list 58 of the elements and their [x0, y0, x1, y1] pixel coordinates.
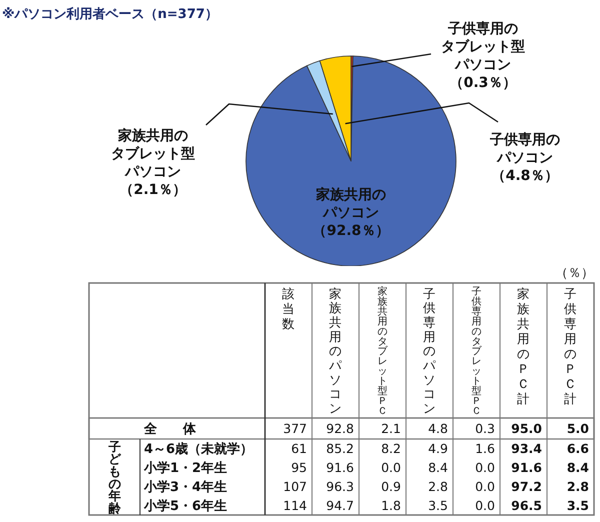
x-tick-label: 該当数: [282, 286, 295, 332]
data-label: 2.8: [428, 479, 448, 494]
data-label: 107: [283, 479, 307, 494]
data-label: 4.9: [428, 441, 448, 456]
data-label: 6.6: [566, 441, 590, 456]
data-label: 85.2: [326, 441, 354, 456]
data-label: 0.0: [381, 460, 402, 475]
data-label: 8.2: [381, 441, 401, 456]
data-label: 0.9: [381, 479, 402, 494]
data-label: 3.5: [428, 498, 448, 513]
x-tick-label: 子供専用のＰＣ計: [564, 286, 577, 406]
data-label: 1.6: [475, 441, 496, 456]
text: （％）: [555, 266, 594, 281]
data-label: 96.5: [511, 498, 542, 513]
data-label: 0.3: [475, 421, 495, 436]
data-label: 2.1: [381, 421, 401, 436]
category-label: 子供専用のタブレット型ＰＣ: [472, 286, 482, 417]
data-label: （4.8％）: [492, 168, 558, 184]
data-label: 8.4: [428, 460, 448, 475]
data-label: 91.6: [511, 460, 542, 475]
y-axis-title: 子どもの年齢: [108, 440, 122, 516]
data-label: 377: [283, 421, 307, 436]
slice-label: 家族共用のタブレット型パソコン: [111, 127, 195, 180]
data-label: 4.8: [428, 421, 448, 436]
data-label: 93.4: [511, 441, 542, 456]
data-label: 95: [291, 460, 307, 475]
data-label: 5.0: [566, 421, 590, 436]
y-tick-label: 小学3・4年生: [143, 480, 228, 495]
data-label: 1.8: [381, 498, 402, 513]
data-label: 8.4: [566, 460, 590, 475]
data-label: 3.5: [566, 498, 589, 513]
data-label: 0.0: [475, 479, 496, 494]
data-label: 91.6: [326, 460, 354, 475]
data-label: 95.0: [511, 421, 542, 436]
data-label: 114: [283, 498, 308, 513]
data-label: （92.8％）: [312, 223, 390, 239]
slice-label: 家族共用のパソコン: [315, 186, 386, 221]
y-tick-label: 小学5・6年生: [143, 499, 228, 514]
chart-title: ※パソコン利用者ベース（n=377）: [2, 6, 218, 22]
data-label: 92.8: [326, 421, 354, 436]
y-tick-label: 小学1・2年生: [143, 461, 228, 476]
data-label: 94.7: [326, 498, 354, 513]
data-label: 97.2: [511, 479, 542, 494]
category-label: 家族共用のパソコン: [329, 286, 342, 416]
category-label: 家族共用のタブレット型ＰＣ: [378, 286, 388, 417]
slice-label: 子供専用のパソコン: [489, 132, 560, 166]
x-tick-label: 家族共用のＰＣ計: [517, 286, 530, 406]
data-label: 61: [291, 441, 307, 456]
data-label: （2.1％）: [120, 182, 186, 198]
slice-label: 子供専用のタブレット型パソコン: [441, 21, 525, 73]
data-label: （0.3％）: [450, 75, 516, 91]
data-label: 0.0: [475, 498, 496, 513]
data-label: 96.3: [326, 479, 354, 494]
data-label: 0.0: [475, 460, 496, 475]
category-label: 子供専用のパソコン: [423, 286, 436, 416]
y-tick-label: 全 体: [143, 422, 197, 437]
data-label: 2.8: [566, 479, 589, 494]
y-tick-label: 4～6歳（未就学）: [144, 441, 254, 457]
